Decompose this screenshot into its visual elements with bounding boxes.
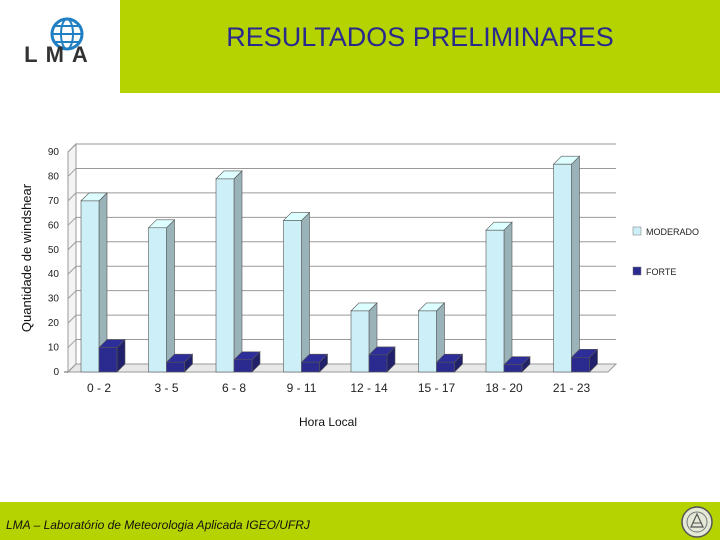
- chart-side-wall: [67, 142, 77, 374]
- x-tick-label: 9 - 11: [287, 381, 317, 395]
- bar-moderado: [418, 310, 437, 373]
- legend-label-moderado: MODERADO: [646, 227, 699, 237]
- y-tick-label: 20: [48, 318, 60, 329]
- y-tick-label: 50: [48, 245, 60, 256]
- bar-moderado: [283, 220, 302, 373]
- bar-chart: 0 10 20 30 40 50 60 70 80 90 0 - 2 3 - 5 6 - 8 9 - 11…: [19, 142, 699, 429]
- bar-forte: [166, 361, 185, 373]
- gridline-diagonal: [67, 265, 77, 275]
- y-tick-label: 10: [48, 343, 60, 354]
- gridline-diagonal: [67, 339, 77, 348]
- page-title: RESULTADOS PRELIMINARES: [226, 22, 614, 52]
- y-tick-label: 0: [53, 367, 59, 378]
- bar-moderado-side: [233, 170, 243, 373]
- lma-logo: LMA: [24, 17, 96, 67]
- bar-moderado: [80, 200, 100, 373]
- gridline-diagonal: [67, 314, 77, 324]
- bar-forte: [503, 364, 523, 373]
- bar-forte: [436, 361, 455, 373]
- y-tick-label: 80: [48, 171, 60, 182]
- x-tick-label: 15 - 17: [418, 381, 456, 395]
- gridline-diagonal: [67, 363, 77, 373]
- bar-moderado-side: [166, 219, 175, 373]
- bar-forte: [368, 354, 388, 373]
- y-tick-label: 60: [48, 220, 60, 231]
- x-tick-label: 3 - 5: [154, 381, 178, 395]
- bar-moderado: [553, 163, 572, 373]
- bar-moderado: [148, 227, 167, 373]
- legend-label-forte: FORTE: [646, 267, 676, 277]
- y-tick-label: 90: [48, 147, 60, 158]
- header-band: [120, 0, 720, 93]
- bar-forte: [98, 347, 118, 373]
- y-tick-label: 40: [48, 269, 60, 280]
- y-axis-title: Quantidade de windshear: [19, 183, 34, 332]
- y-tick-label: 30: [48, 294, 60, 305]
- university-seal-icon: [681, 506, 713, 538]
- legend-swatch-forte: [632, 266, 642, 276]
- x-tick-label: 12 - 14: [350, 381, 388, 395]
- footer-text: LMA – Laboratório de Meteorologia Aplica…: [6, 518, 310, 532]
- bar-moderado-side: [301, 211, 310, 373]
- gridline-diagonal: [67, 216, 77, 226]
- x-tick-label: 0 - 2: [87, 381, 111, 395]
- globe-icon: [50, 17, 84, 51]
- logo-area: LMA: [0, 0, 120, 93]
- bar-moderado-side: [503, 221, 513, 373]
- bar-forte: [571, 357, 590, 373]
- gridline-diagonal: [67, 241, 77, 251]
- legend-swatch-moderado: [632, 226, 642, 236]
- gridline-diagonal: [67, 290, 77, 300]
- y-tick-label: 70: [48, 196, 60, 207]
- x-tick-label: 6 - 8: [222, 381, 246, 395]
- bar-forte: [301, 361, 320, 373]
- bar-moderado: [350, 310, 370, 373]
- bar-moderado: [215, 178, 235, 373]
- bar-forte: [233, 359, 253, 373]
- gridline-diagonal: [67, 168, 77, 177]
- x-tick-label: 18 - 20: [485, 381, 523, 395]
- logo-text: LMA: [24, 42, 96, 67]
- footer-band: [0, 502, 720, 540]
- bar-moderado-side: [571, 155, 580, 373]
- x-axis-title: Hora Local: [299, 415, 357, 429]
- gridline-diagonal: [67, 192, 77, 202]
- bar-moderado: [485, 229, 505, 373]
- gridline-diagonal: [67, 143, 77, 153]
- x-tick-label: 21 - 23: [553, 381, 591, 395]
